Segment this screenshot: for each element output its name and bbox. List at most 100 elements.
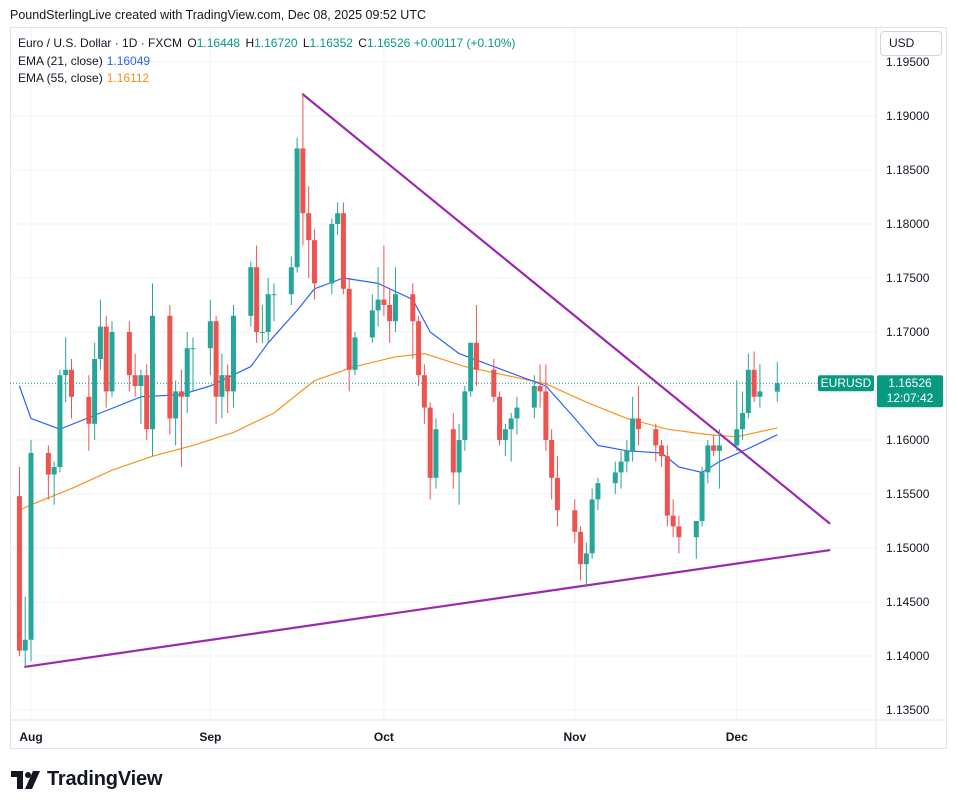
legend-ema21-label: EMA (21, close) xyxy=(18,53,103,68)
candle xyxy=(745,353,751,419)
candle xyxy=(676,515,682,554)
chart-frame xyxy=(10,27,947,749)
candle xyxy=(92,342,98,440)
candle xyxy=(352,332,358,376)
symbol-tag-bg xyxy=(818,375,874,392)
candle xyxy=(740,391,746,440)
candle-body xyxy=(572,510,578,532)
price-tag-value: 1.16526 xyxy=(888,376,932,390)
tradingview-logo[interactable]: TradingView xyxy=(11,768,162,791)
candle xyxy=(497,391,503,446)
legend-ema55-row[interactable]: EMA (55, close) 1.16112 xyxy=(18,70,516,88)
candle-body xyxy=(173,391,179,419)
candle xyxy=(416,315,422,386)
candle-body xyxy=(514,407,520,419)
candle xyxy=(757,364,763,408)
candle-body xyxy=(676,526,682,538)
x-tick-label: Nov xyxy=(563,730,586,744)
candle-body xyxy=(554,477,560,511)
y-tick-label: 1.14000 xyxy=(886,649,930,663)
candle xyxy=(207,299,213,376)
ema21-line xyxy=(18,277,778,473)
candle xyxy=(184,332,190,413)
candle xyxy=(248,261,254,327)
legend-high: 1.16720 xyxy=(254,36,298,50)
candle-body xyxy=(624,450,630,462)
candle-body xyxy=(178,391,184,397)
ema55-line xyxy=(19,353,778,511)
candle-body xyxy=(740,413,746,430)
candle-body xyxy=(288,267,294,295)
y-tick-label: 1.13500 xyxy=(886,703,930,717)
legend-open-label: O xyxy=(187,36,197,50)
currency-button[interactable]: USD xyxy=(880,31,942,56)
candle xyxy=(16,467,22,656)
candle xyxy=(554,456,560,527)
legend-high-label: H xyxy=(245,36,255,50)
candle xyxy=(589,488,595,559)
candle xyxy=(456,423,462,505)
trendlines-layer xyxy=(24,93,831,668)
candle-body xyxy=(531,386,537,408)
candle xyxy=(630,396,636,462)
candle-body xyxy=(369,310,375,338)
candle-body xyxy=(109,332,115,392)
candle xyxy=(473,305,479,386)
candle xyxy=(28,440,34,662)
candle xyxy=(734,380,740,451)
candle xyxy=(109,321,115,397)
candle-body xyxy=(28,452,34,640)
candle xyxy=(381,245,387,316)
y-tick-label: 1.19500 xyxy=(886,55,930,69)
candle xyxy=(537,364,543,408)
candle xyxy=(410,283,416,359)
price-tag-bg xyxy=(877,375,943,408)
candle-body xyxy=(595,483,601,500)
legend-change: +0.00117 (+0.10%) xyxy=(413,36,516,50)
price-tag-countdown: 12:07:42 xyxy=(887,391,934,405)
candle xyxy=(711,434,717,457)
candle-body xyxy=(381,299,387,305)
candle xyxy=(294,137,300,273)
candle-body xyxy=(618,461,624,473)
candle xyxy=(595,477,601,511)
symbol-tag: EURUSD xyxy=(821,376,872,390)
candle xyxy=(450,413,456,489)
candle-body xyxy=(45,452,51,475)
candle xyxy=(271,283,277,322)
candle-body xyxy=(508,418,514,430)
candle xyxy=(149,283,155,457)
candle xyxy=(670,499,676,538)
candle-body xyxy=(335,213,341,224)
candle-body xyxy=(583,553,589,565)
candle xyxy=(103,315,109,408)
candle-body xyxy=(635,418,641,430)
trendline-2 xyxy=(24,549,831,668)
candle-body xyxy=(693,521,699,538)
legend-symbol: Euro / U.S. Dollar · 1D · FXCM xyxy=(18,36,183,50)
x-tick-label: Aug xyxy=(19,730,42,744)
candle-body xyxy=(387,305,393,322)
candle-body xyxy=(271,294,277,296)
candle-body xyxy=(138,375,144,386)
candles-layer xyxy=(16,94,780,667)
candle xyxy=(705,440,711,484)
candle xyxy=(659,440,665,467)
ema55-layer xyxy=(19,353,778,511)
chart-attribution: PoundSterlingLive created with TradingVi… xyxy=(10,8,426,22)
y-tick-label: 1.15000 xyxy=(886,541,930,555)
candle-body xyxy=(68,369,74,397)
candle-body xyxy=(630,418,636,451)
candle xyxy=(51,461,57,505)
legend-ema21-row[interactable]: EMA (21, close) 1.16049 xyxy=(18,53,516,71)
candle-body xyxy=(230,315,236,392)
y-tick-label: 1.18500 xyxy=(886,163,930,177)
legend-ema21-value: 1.16049 xyxy=(106,53,151,68)
candle-body xyxy=(51,467,57,475)
candle-body xyxy=(416,321,422,376)
candle xyxy=(329,218,335,295)
candle xyxy=(433,418,439,489)
candle-body xyxy=(149,315,155,430)
candle-body xyxy=(63,369,69,376)
